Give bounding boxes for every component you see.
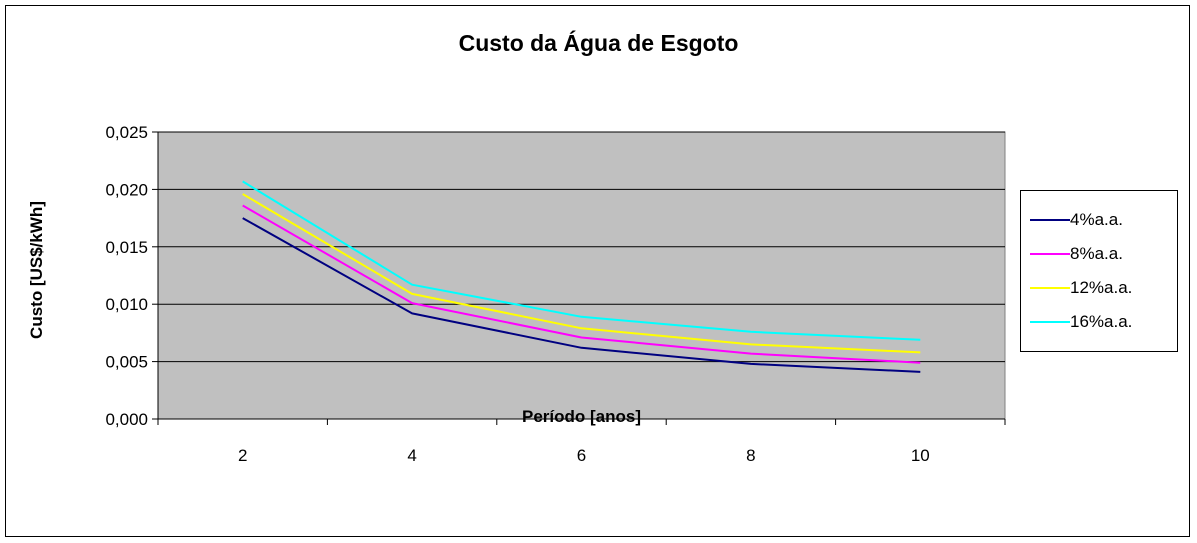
y-tick-label-4: 0,020 xyxy=(105,180,148,199)
x-tick-label-10: 10 xyxy=(911,446,930,465)
legend-swatch-8 xyxy=(1030,253,1070,255)
y-tick-labels: 0,000 0,005 0,010 0,015 0,020 0,025 xyxy=(105,123,148,429)
y-tick-label-0: 0,000 xyxy=(105,410,148,429)
plot-area xyxy=(157,131,1006,420)
legend-item-12: 12%a.a. xyxy=(1021,277,1177,299)
legend-label-8: 8%a.a. xyxy=(1070,244,1123,263)
y-axis-label: Custo [US$/kWh] xyxy=(27,201,46,339)
legend-label-16: 16%a.a. xyxy=(1070,312,1133,331)
legend-item-8: 8%a.a. xyxy=(1021,243,1177,265)
axes xyxy=(152,131,1006,425)
x-axis-label: Período [anos] xyxy=(521,407,641,426)
y-tick-label-1: 0,005 xyxy=(105,353,148,372)
x-tick-label-4: 4 xyxy=(407,446,416,465)
y-tick-label-3: 0,015 xyxy=(105,238,148,257)
series-line-2 xyxy=(242,193,921,354)
y-tick-label-5: 0,025 xyxy=(105,123,148,142)
legend-swatch-12 xyxy=(1030,287,1070,289)
x-tick-label-8: 8 xyxy=(746,446,755,465)
legend-item-16: 16%a.a. xyxy=(1021,311,1177,333)
legend-swatch-4 xyxy=(1030,219,1070,221)
legend: 4%a.a. 8%a.a. 12%a.a. 16%a.a. xyxy=(1020,190,1178,352)
chart-title: Custo da Água de Esgoto xyxy=(458,30,739,56)
series-lines xyxy=(242,180,921,373)
y-tick-label-2: 0,010 xyxy=(105,295,148,314)
legend-swatch-16 xyxy=(1030,321,1070,323)
x-tick-labels: 2 4 6 8 10 xyxy=(238,446,930,465)
x-tick-label-2: 2 xyxy=(238,446,247,465)
gridlines xyxy=(158,131,1005,363)
x-tick-label-6: 6 xyxy=(577,446,586,465)
legend-label-4: 4%a.a. xyxy=(1070,210,1123,229)
series-line-3 xyxy=(242,180,921,341)
series-line-1 xyxy=(242,204,921,364)
legend-item-4: 4%a.a. xyxy=(1021,209,1177,231)
legend-label-12: 12%a.a. xyxy=(1070,278,1133,297)
series-line-0 xyxy=(242,217,921,373)
